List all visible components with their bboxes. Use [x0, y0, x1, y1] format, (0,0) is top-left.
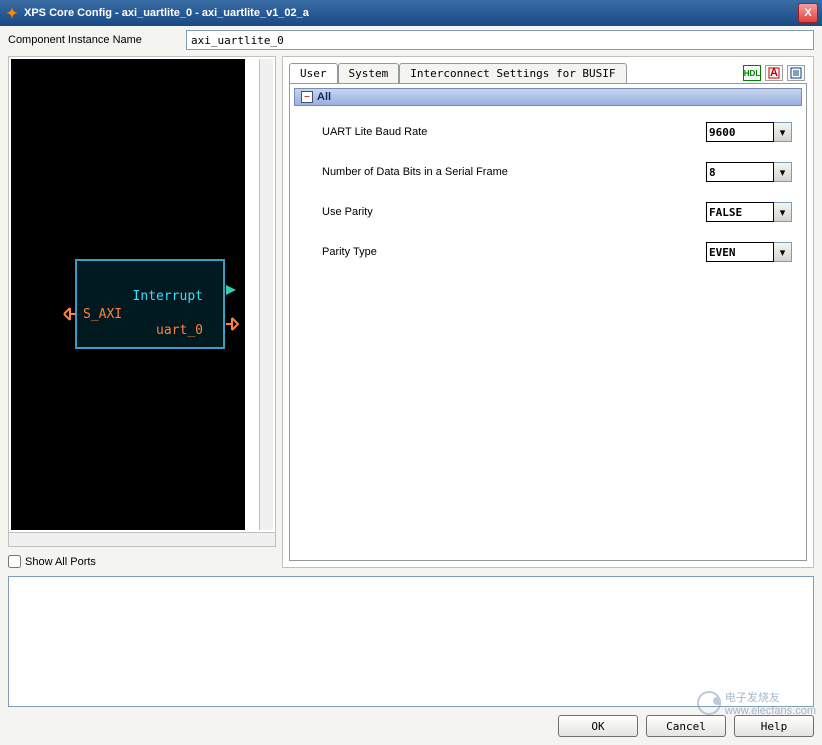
- param-use-parity: Use Parity ▾: [322, 202, 792, 222]
- diagram-hscrollbar[interactable]: [8, 533, 276, 547]
- instance-name-label: Component Instance Name: [8, 34, 178, 46]
- dropdown-arrow-icon[interactable]: ▾: [774, 122, 792, 142]
- block-diagram[interactable]: Interrupt S_AXI uart_0: [11, 59, 245, 530]
- dropdown-arrow-icon[interactable]: ▾: [774, 242, 792, 262]
- param-label-ptype: Parity Type: [322, 246, 706, 258]
- param-value-parity[interactable]: [706, 202, 774, 222]
- show-all-ports-row[interactable]: Show All Ports: [8, 555, 276, 568]
- param-baud-rate: UART Lite Baud Rate ▾: [322, 122, 792, 142]
- window-content: Component Instance Name Interrupt S_AXI …: [0, 26, 822, 745]
- collapse-icon[interactable]: –: [301, 91, 313, 103]
- cancel-button[interactable]: Cancel: [646, 715, 726, 737]
- svg-text:A: A: [770, 67, 778, 79]
- params-list: UART Lite Baud Rate ▾ Number of Data Bit…: [294, 106, 802, 292]
- show-all-ports-label: Show All Ports: [25, 556, 96, 568]
- param-label-baud: UART Lite Baud Rate: [322, 126, 706, 138]
- left-pane: Interrupt S_AXI uart_0 Show All Ports: [8, 56, 276, 568]
- hdl-icon[interactable]: HDL: [743, 65, 761, 81]
- port-icon-left: [63, 307, 77, 321]
- tab-body: – All UART Lite Baud Rate ▾ Number of Da…: [289, 83, 807, 561]
- pdf-icon[interactable]: A: [765, 65, 783, 81]
- tab-system[interactable]: System: [338, 63, 400, 83]
- diagram-container: Interrupt S_AXI uart_0: [8, 56, 276, 533]
- tab-icon-group: HDL A: [743, 65, 807, 81]
- dropdown-arrow-icon[interactable]: ▾: [774, 202, 792, 222]
- diagram-vscrollbar[interactable]: [259, 59, 273, 530]
- param-parity-type: Parity Type ▾: [322, 242, 792, 262]
- title-bar: ✦ XPS Core Config - axi_uartlite_0 - axi…: [0, 0, 822, 26]
- group-header-all[interactable]: – All: [294, 88, 802, 106]
- show-all-ports-checkbox[interactable]: [8, 555, 21, 568]
- tab-interconnect[interactable]: Interconnect Settings for BUSIF: [399, 63, 626, 83]
- param-label-parity: Use Parity: [322, 206, 706, 218]
- doc-icon[interactable]: [787, 65, 805, 81]
- right-pane: User System Interconnect Settings for BU…: [282, 56, 814, 568]
- param-label-bits: Number of Data Bits in a Serial Frame: [322, 166, 706, 178]
- help-button[interactable]: Help: [734, 715, 814, 737]
- port-icon-interrupt: [225, 283, 239, 297]
- dropdown-arrow-icon[interactable]: ▾: [774, 162, 792, 182]
- close-button[interactable]: X: [798, 3, 818, 23]
- param-value-ptype[interactable]: [706, 242, 774, 262]
- app-icon: ✦: [4, 5, 20, 21]
- tab-row: User System Interconnect Settings for BU…: [289, 63, 807, 83]
- param-value-bits[interactable]: [706, 162, 774, 182]
- port-label-saxi: S_AXI: [83, 307, 122, 322]
- instance-name-row: Component Instance Name: [8, 30, 814, 50]
- log-textarea[interactable]: [8, 576, 814, 707]
- tabs: User System Interconnect Settings for BU…: [289, 63, 627, 83]
- param-data-bits: Number of Data Bits in a Serial Frame ▾: [322, 162, 792, 182]
- param-value-baud[interactable]: [706, 122, 774, 142]
- port-icon-uart: [225, 317, 239, 331]
- button-row: OK Cancel Help: [8, 707, 814, 737]
- ok-button[interactable]: OK: [558, 715, 638, 737]
- group-title: All: [317, 91, 331, 103]
- port-label-uart: uart_0: [156, 323, 203, 338]
- tab-user[interactable]: User: [289, 63, 338, 83]
- main-row: Interrupt S_AXI uart_0 Show All Ports: [8, 56, 814, 568]
- ip-block: Interrupt S_AXI uart_0: [75, 259, 225, 349]
- port-label-interrupt: Interrupt: [133, 289, 203, 304]
- window-title: XPS Core Config - axi_uartlite_0 - axi_u…: [24, 7, 798, 19]
- instance-name-input[interactable]: [186, 30, 814, 50]
